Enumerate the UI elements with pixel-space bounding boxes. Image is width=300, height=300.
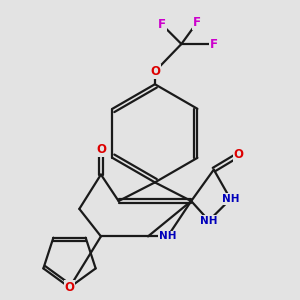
Text: O: O <box>150 65 160 78</box>
Text: NH: NH <box>222 194 239 204</box>
Text: F: F <box>158 18 166 31</box>
Text: F: F <box>210 38 218 50</box>
Text: NH: NH <box>159 231 176 242</box>
Text: F: F <box>193 16 201 29</box>
Text: NH: NH <box>200 216 218 226</box>
Text: O: O <box>233 148 243 161</box>
Text: O: O <box>64 281 74 294</box>
Text: O: O <box>96 143 106 157</box>
